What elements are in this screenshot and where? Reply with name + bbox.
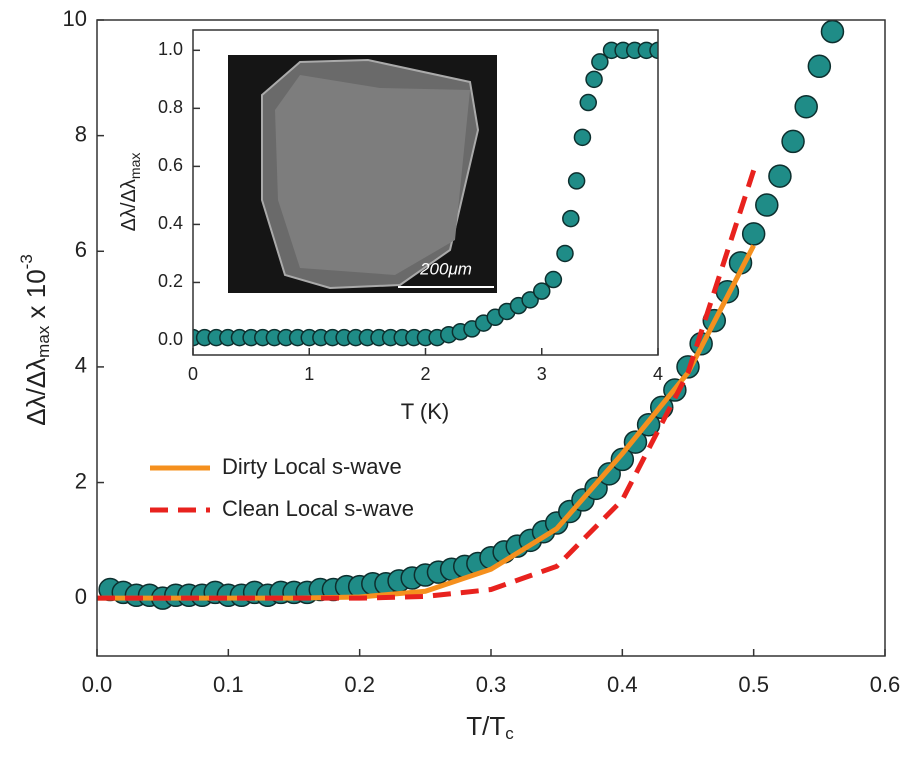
data-point xyxy=(597,462,621,486)
x-tick-label: 0.0 xyxy=(82,672,113,697)
data-point xyxy=(556,244,574,263)
legend-label: Dirty Local s-wave xyxy=(222,454,402,479)
data-point xyxy=(610,447,635,472)
data-point xyxy=(768,164,792,188)
y-tick-label: 0.4 xyxy=(158,213,183,233)
x-tick-label: 1 xyxy=(304,364,314,384)
data-point xyxy=(533,282,551,300)
y-tick-label: 0 xyxy=(75,584,87,609)
scale-label: 200μm xyxy=(419,259,472,278)
data-point xyxy=(781,129,805,154)
data-point xyxy=(573,128,592,147)
inset-plot: 0 1 2 3 4 0.0 0.2 0.4 0.6 0.8 1.0 200μm xyxy=(158,29,663,384)
axes-frame xyxy=(192,29,659,356)
fit-line xyxy=(97,244,756,601)
data-point xyxy=(591,53,609,71)
y-tick-label: 0.2 xyxy=(158,271,183,291)
x-axis-label: T/Tc xyxy=(466,711,514,744)
data-point xyxy=(521,291,539,309)
x-tick-label: 0 xyxy=(188,364,198,384)
y-tick-label: 0.0 xyxy=(158,329,183,349)
y-tick-label: 10 xyxy=(63,6,87,31)
fit-line xyxy=(97,169,757,601)
y-tick-label: 4 xyxy=(75,353,87,378)
y-axis-label: Δλ/Δλmax x 10-3 xyxy=(17,254,53,426)
axes-frame xyxy=(96,19,886,657)
y-tick-label: 1.0 xyxy=(158,39,183,59)
data-point xyxy=(584,476,608,501)
points xyxy=(193,41,658,347)
data-point xyxy=(567,172,586,190)
data-point xyxy=(794,94,818,119)
x-tick-label: 0.2 xyxy=(344,672,375,697)
x-tick-label: 0.6 xyxy=(870,672,901,697)
y-tick-label: 0.8 xyxy=(158,97,183,117)
x-tick-label: 0.1 xyxy=(213,672,244,697)
data-point xyxy=(755,193,779,217)
x-tick-label: 4 xyxy=(653,364,663,384)
data-point xyxy=(820,20,845,44)
data-point xyxy=(741,222,766,246)
legend-label: Clean Local s-wave xyxy=(222,496,414,521)
crystal-face xyxy=(275,75,470,275)
x-tick-label: 0.4 xyxy=(607,672,638,697)
data-point xyxy=(562,209,580,228)
inset-x-axis-label: T (K) xyxy=(401,399,449,424)
data-point xyxy=(544,270,563,289)
data-point xyxy=(579,93,597,112)
y-tick-label: 6 xyxy=(75,237,87,262)
data-point xyxy=(585,70,603,89)
y-tick-label: 8 xyxy=(75,121,87,146)
data-point xyxy=(649,41,658,60)
x-tick-label: 0.5 xyxy=(738,672,769,697)
x-tick-label: 0.3 xyxy=(476,672,507,697)
x-tick-label: 3 xyxy=(537,364,547,384)
inset-y-axis-label: Δλ/Δλmax xyxy=(118,153,142,232)
y-tick-label: 2 xyxy=(75,468,87,493)
y-tick-label: 0.6 xyxy=(158,155,183,175)
data-point xyxy=(807,54,832,79)
x-tick-label: 2 xyxy=(420,364,430,384)
